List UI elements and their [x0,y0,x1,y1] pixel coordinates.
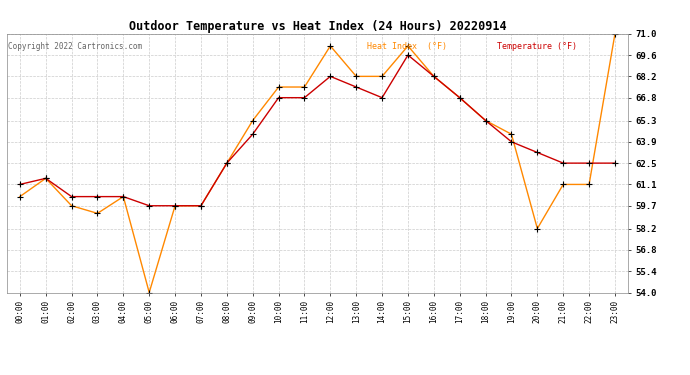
Text: Temperature (°F): Temperature (°F) [497,42,578,51]
Text: Copyright 2022 Cartronics.com: Copyright 2022 Cartronics.com [8,42,141,51]
Title: Outdoor Temperature vs Heat Index (24 Hours) 20220914: Outdoor Temperature vs Heat Index (24 Ho… [128,20,506,33]
Text: Heat Index  (°F): Heat Index (°F) [367,42,447,51]
